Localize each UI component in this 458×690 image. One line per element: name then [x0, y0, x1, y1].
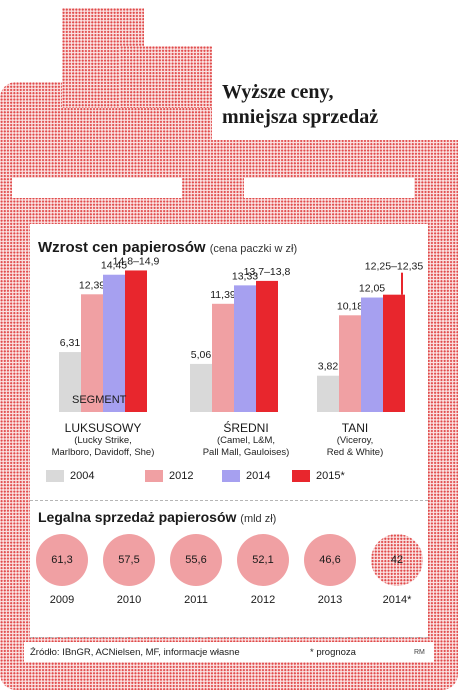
segment-name-luxury: LUKSUSOWY — [64, 421, 142, 435]
bar-label-luxury-2015: 14,8–14,9 — [113, 255, 160, 267]
sales-year-2010: 2010 — [116, 594, 142, 606]
legend-swatch-2015 — [292, 470, 310, 482]
price-chart-title: Wzrost cen papierosów (cena paczki w zł) — [38, 238, 298, 259]
sales-bubble-2009: 61,3 — [36, 534, 88, 586]
bar-label-cheap-2014: 12,05 — [359, 283, 385, 295]
sales-year-2014: 2014* — [382, 594, 412, 606]
sales-chart-title: Legalna sprzedaż papierosów (mld zł) — [38, 509, 276, 525]
headline-line-2: mniejsza sprzedaż — [222, 106, 379, 128]
segment-brands-cheap: (Viceroy, Red & White) — [326, 435, 384, 458]
segment-name-medium: ŚREDNI — [223, 421, 269, 435]
pack-flap-right — [120, 46, 212, 108]
main-panel — [30, 224, 428, 637]
forecast-note: * prognoza — [310, 647, 356, 658]
sales-year-2013: 2013 — [317, 594, 343, 606]
legend-label-2015: 2015* — [316, 470, 345, 482]
bar-label-cheap-2015: 12,25–12,35 — [365, 261, 424, 273]
legend-item-2014: 2014 — [222, 468, 270, 484]
bar-medium-2012 — [212, 303, 234, 412]
segment-brands-luxury: (Lucky Strike, Marlboro, Davidoff, She) — [51, 435, 155, 458]
legend-item-2012: 2012 — [145, 468, 193, 484]
bar-luxury-2014 — [103, 274, 125, 412]
source-note: Źródło: IBnGR, ACNielsen, MF, informacje… — [30, 647, 240, 658]
headline-line-1: Wyższe ceny, — [222, 81, 334, 103]
price-chart-subtitle: (cena paczki w zł) — [209, 243, 298, 255]
headline: Wyższe ceny, mniejsza sprzedaż — [222, 80, 442, 130]
legend-label-2014: 2014 — [246, 470, 271, 482]
legend-item-2015: 2015* — [292, 468, 345, 484]
footer-divider — [30, 637, 428, 638]
bar-label-luxury-2012: 12,39 — [79, 279, 105, 291]
author-signature: RM — [414, 649, 425, 656]
sales-bubble-2014: 42 — [371, 534, 423, 586]
bar-label-medium-2004: 5,06 — [191, 349, 212, 361]
bar-label-medium-2012: 11,39 — [210, 289, 236, 301]
bar-label-luxury-2004: 6,31 — [60, 337, 81, 349]
bar-luxury-2015 — [125, 270, 147, 412]
sales-bubble-2010: 57,5 — [103, 534, 155, 586]
sales-year-2012: 2012 — [250, 594, 276, 606]
bar-label-cheap-2012: 10,18 — [337, 300, 363, 312]
legend-swatch-2012 — [145, 470, 163, 482]
segment-label: SEGMENT — [72, 394, 127, 406]
bar-label-luxury-2014: 14,45 — [101, 260, 127, 272]
bar-cheap-2012 — [339, 315, 361, 412]
sales-chart-subtitle: (mld zł) — [240, 513, 277, 525]
bar-cheap-2004 — [317, 375, 339, 412]
legend-label-2012: 2012 — [169, 470, 194, 482]
sales-year-2011: 2011 — [184, 594, 208, 606]
pack-flap-gap — [212, 0, 458, 140]
bar-label-medium-2014: 13,33 — [232, 270, 258, 282]
segment-brands-medium: (Camel, L&M, Pall Mall, Gauloises) — [202, 435, 290, 458]
bar-label-cheap-2004: 3,82 — [318, 361, 339, 373]
bar-cheap-2014 — [361, 297, 383, 412]
bar-luxury-2004 — [59, 352, 81, 412]
pack-window — [244, 178, 414, 198]
bar-medium-2014 — [234, 285, 256, 412]
bar-cheap-2015 — [383, 294, 405, 412]
legend-item-2004: 2004 — [46, 468, 94, 484]
sales-bubble-2012: 52,1 — [237, 534, 289, 586]
bar-medium-2015 — [256, 280, 278, 412]
segment-name-cheap: TANI — [341, 421, 369, 435]
pack-window — [12, 178, 182, 198]
sales-year-2009: 2009 — [49, 594, 75, 606]
legend-swatch-2014 — [222, 470, 240, 482]
sales-bubble-2013: 46,6 — [304, 534, 356, 586]
section-divider — [30, 500, 428, 501]
legend-swatch-2004 — [46, 470, 64, 482]
bar-label-medium-2015: 13,7–13,8 — [244, 266, 291, 278]
footer-panel — [24, 642, 434, 662]
price-chart-title-text: Wzrost cen papierosów — [38, 239, 206, 256]
bar-medium-2004 — [190, 363, 212, 412]
sales-bubble-2011: 55,6 — [170, 534, 222, 586]
legend-label-2004: 2004 — [70, 470, 95, 482]
sales-chart-title-text: Legalna sprzedaż papierosów — [38, 509, 237, 525]
bar-luxury-2012 — [81, 294, 103, 412]
